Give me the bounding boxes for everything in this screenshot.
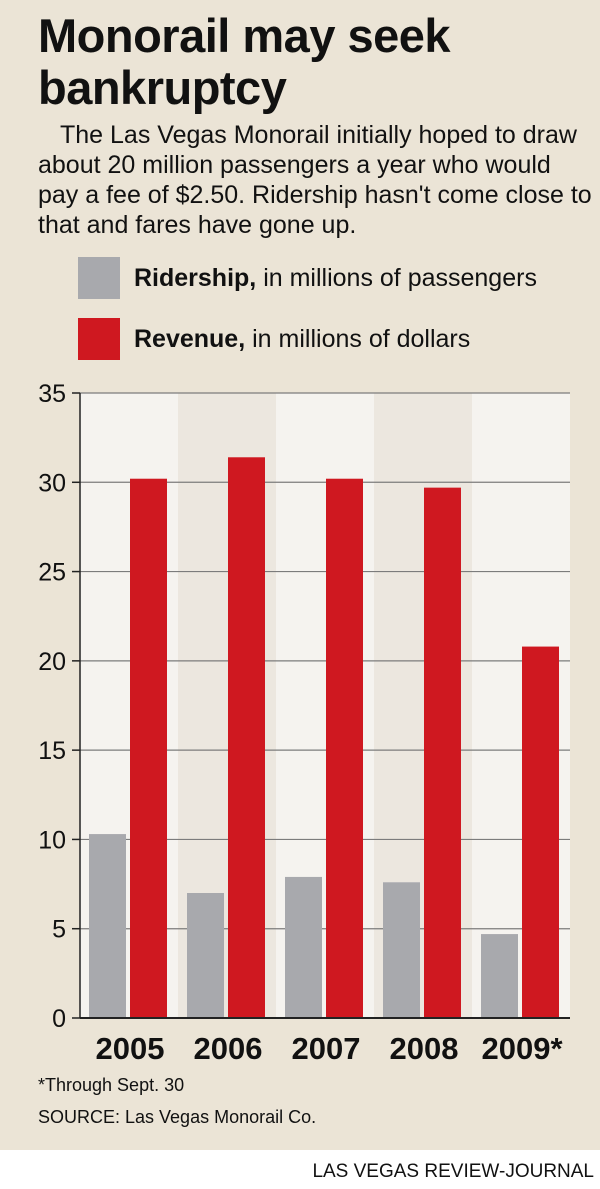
- x-tick-label: 2008: [390, 1031, 459, 1066]
- y-tick-label: 10: [38, 826, 66, 854]
- publisher-credit: LAS VEGAS REVIEW-JOURNAL: [312, 1161, 594, 1182]
- intro-text: The Las Vegas Monorail initially hoped t…: [38, 121, 592, 239]
- bar-ridership: [285, 876, 322, 1018]
- footnote: *Through Sept. 30: [38, 1075, 185, 1095]
- legend-label-ridership: Ridership,: [134, 263, 257, 292]
- credit-bar: [0, 1150, 600, 1189]
- headline-line-2: bankruptcy: [38, 61, 287, 114]
- bar-ridership: [89, 834, 126, 1018]
- legend-text-ridership: Ridership, in millions of passengers: [134, 264, 537, 293]
- legend-item-ridership: Ridership, in millions of passengers: [78, 257, 588, 299]
- legend-desc-ridership: in millions of passengers: [256, 263, 537, 292]
- headline: Monorail may seek bankruptcy: [38, 10, 588, 114]
- y-tick-label: 5: [52, 916, 66, 944]
- legend-desc-revenue: in millions of dollars: [245, 324, 471, 353]
- bar-revenue: [326, 478, 363, 1018]
- legend-item-revenue: Revenue, in millions of dollars: [78, 318, 588, 360]
- y-tick-label: 25: [38, 559, 66, 587]
- x-tick-label: 2009*: [481, 1031, 563, 1066]
- bar-chart: 0 5 10 15 20 25 30 35 2005 2006 2007 2008 2009*: [38, 380, 570, 1066]
- bar-ridership: [383, 882, 420, 1018]
- y-tick-label: 30: [38, 469, 66, 497]
- x-tick-label: 2006: [194, 1031, 263, 1066]
- x-tick-label: 2007: [292, 1031, 361, 1066]
- bar-revenue: [130, 478, 167, 1018]
- legend-text-revenue: Revenue, in millions of dollars: [134, 325, 470, 354]
- y-tick-label: 35: [38, 380, 66, 408]
- headline-line-1: Monorail may seek: [38, 9, 451, 62]
- source-note: SOURCE: Las Vegas Monorail Co.: [38, 1107, 317, 1127]
- legend-label-revenue: Revenue,: [134, 324, 246, 353]
- bar-revenue: [424, 487, 461, 1019]
- legend-swatch-revenue: [78, 318, 120, 360]
- y-tick-label: 15: [38, 737, 66, 765]
- bar-revenue: [228, 457, 265, 1018]
- x-tick-label: 2005: [96, 1031, 165, 1066]
- y-tick-label: 20: [38, 648, 66, 676]
- bar-ridership: [481, 934, 518, 1018]
- bar-revenue: [522, 646, 559, 1018]
- legend-swatch-ridership: [78, 257, 120, 299]
- bar-ridership: [187, 893, 224, 1018]
- y-tick-label: 0: [52, 1005, 66, 1033]
